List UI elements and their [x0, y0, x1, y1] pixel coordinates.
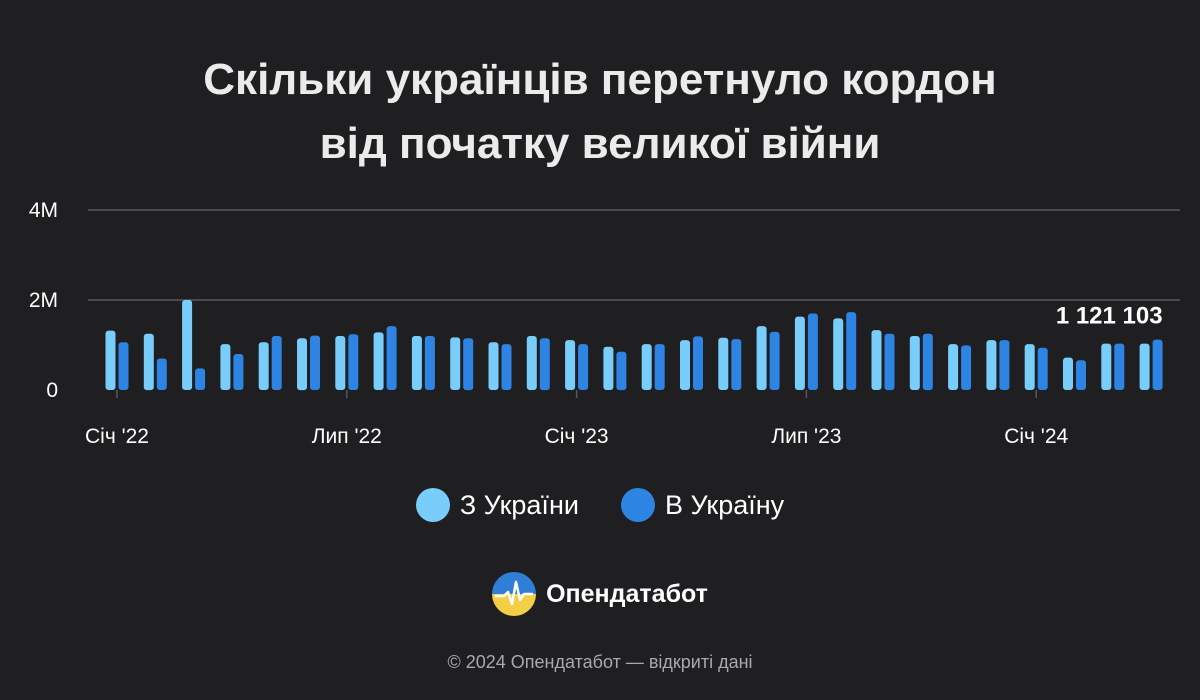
x-axis-ticks: Січ '22 Лип '22 Січ '23 Лип '23 Січ '24 [85, 390, 1069, 448]
y-tick-label: 2M [29, 289, 58, 312]
bar-in[interactable] [233, 354, 244, 390]
bar-out[interactable] [373, 332, 384, 390]
bar-out[interactable] [1063, 357, 1073, 390]
bar-in[interactable] [922, 333, 933, 391]
bar-out[interactable] [526, 336, 537, 390]
bar-out[interactable] [756, 326, 767, 390]
chart-title: Скільки українців перетнуло кордон від п… [0, 48, 1200, 176]
bar-in[interactable] [386, 326, 397, 390]
bar-out[interactable] [603, 346, 614, 390]
bar-out[interactable] [871, 330, 882, 390]
bar-out[interactable] [182, 300, 193, 390]
bar-in[interactable] [654, 344, 665, 390]
legend-dot-out-icon [415, 488, 450, 522]
bar-in[interactable] [539, 338, 550, 391]
legend-item-in[interactable]: В Україну [620, 488, 785, 522]
bar-in[interactable] [616, 351, 627, 391]
bar-in[interactable] [1152, 339, 1163, 390]
grid-lines [88, 209, 1180, 301]
bar-in[interactable] [1076, 360, 1086, 390]
bar-in[interactable] [807, 313, 818, 391]
legend-label-out: З України [459, 489, 579, 520]
chart-title-line-2: від початку великої війни [319, 119, 881, 168]
bar-in[interactable] [578, 344, 589, 390]
bar-out[interactable] [297, 338, 307, 391]
bar-in[interactable] [846, 312, 857, 390]
bar-out[interactable] [1139, 343, 1150, 390]
bar-out[interactable] [909, 336, 920, 390]
y-tick-label: 4M [29, 199, 58, 222]
bar-in[interactable] [348, 334, 359, 390]
bar-in[interactable] [693, 336, 703, 390]
bar-in[interactable] [463, 338, 474, 391]
legend-item-out[interactable]: З України [415, 488, 579, 522]
bar-out[interactable] [718, 337, 729, 390]
bar-in[interactable] [731, 339, 742, 390]
annotations: 1 121 103 [1056, 303, 1163, 330]
bar-out[interactable] [488, 342, 499, 390]
footer-copyright: © 2024 Опендатабот — відкриті дані [447, 652, 753, 672]
bar-out[interactable] [335, 336, 346, 390]
bar-in[interactable] [884, 333, 895, 391]
bar-in[interactable] [1037, 347, 1048, 390]
bar-out[interactable] [641, 344, 652, 390]
bar-out[interactable] [411, 336, 422, 390]
bar-out[interactable] [794, 316, 805, 390]
opendatabot-logo-icon [492, 572, 537, 616]
brand[interactable]: Опендатабот [0, 572, 1200, 616]
bar-out[interactable] [680, 340, 690, 390]
chart-title-line-1: Скільки українців перетнуло кордон [203, 55, 997, 104]
bar-in[interactable] [118, 342, 129, 390]
bar-in[interactable] [501, 344, 512, 390]
bar-in[interactable] [961, 345, 972, 390]
x-tick-label: Січ '23 [545, 425, 609, 448]
bar-out[interactable] [1101, 343, 1112, 390]
bar-in[interactable] [1114, 343, 1125, 390]
legend: З України В Україну [0, 488, 1200, 522]
bar-in[interactable] [156, 358, 167, 391]
bar-out[interactable] [948, 344, 959, 390]
bar-in[interactable] [310, 335, 320, 390]
x-tick-label: Лип '23 [771, 425, 841, 448]
data-label: 1 121 103 [1056, 303, 1163, 330]
bar-in[interactable] [195, 368, 206, 390]
bars [105, 300, 1163, 391]
bar-out[interactable] [833, 318, 844, 390]
legend-label-in: В Україну [664, 489, 785, 520]
bar-out[interactable] [143, 333, 154, 391]
bar-out[interactable] [258, 342, 269, 390]
brand-name: Опендатабот [546, 579, 708, 608]
bar-out[interactable] [986, 340, 997, 390]
bar-in[interactable] [999, 340, 1010, 390]
bar-out[interactable] [220, 344, 231, 390]
bar-out[interactable] [565, 340, 576, 390]
bar-out[interactable] [1024, 344, 1035, 390]
x-tick-label: Лип '22 [312, 425, 382, 448]
bar-out[interactable] [450, 337, 461, 390]
bar-in[interactable] [424, 336, 435, 390]
bar-in[interactable] [271, 336, 282, 390]
x-tick-label: Січ '24 [1004, 425, 1068, 448]
y-axis-ticks: 0 2M 4M [29, 199, 58, 402]
bar-in[interactable] [769, 331, 780, 390]
legend-dot-in-icon [620, 488, 655, 522]
x-tick-label: Січ '22 [85, 425, 149, 448]
bar-out[interactable] [105, 330, 116, 390]
y-tick-label: 0 [46, 379, 58, 402]
